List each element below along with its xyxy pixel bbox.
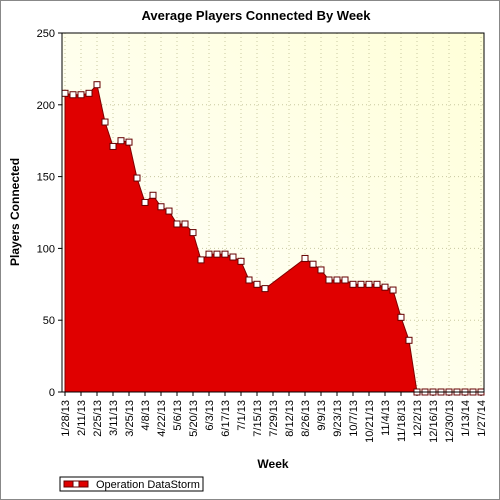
- x-tick-label: 12/2/13: [412, 400, 424, 437]
- marker: [213, 250, 221, 258]
- marker: [205, 250, 213, 258]
- x-tick-label: 2/25/13: [92, 400, 104, 437]
- legend-box: [59, 476, 204, 492]
- x-tick-label: 7/15/13: [252, 400, 264, 437]
- x-tick-label: 8/12/13: [284, 400, 296, 437]
- y-tick-label: 200: [37, 100, 55, 112]
- x-tick-label: 1/28/13: [60, 400, 72, 437]
- marker: [117, 137, 125, 145]
- x-tick-label: 9/23/13: [332, 400, 344, 437]
- marker: [373, 280, 381, 288]
- marker: [325, 276, 333, 284]
- legend-label: Operation DataStorm: [96, 479, 200, 491]
- marker: [85, 89, 93, 97]
- y-tick-label: 50: [43, 315, 55, 327]
- y-tick-label: 250: [37, 28, 55, 40]
- marker: [109, 142, 117, 150]
- x-tick-label: 9/9/13: [316, 400, 328, 431]
- x-tick-label: 6/17/13: [220, 400, 232, 437]
- marker: [69, 91, 77, 99]
- x-tick-label: 4/22/13: [156, 400, 168, 437]
- marker: [61, 89, 69, 97]
- x-tick-label: 4/8/13: [140, 400, 152, 431]
- marker: [357, 280, 365, 288]
- marker: [405, 336, 413, 344]
- chart-title: Average Players Connected By Week: [141, 8, 371, 23]
- y-tick-label: 100: [37, 243, 55, 255]
- marker: [181, 220, 189, 228]
- marker: [141, 198, 149, 206]
- marker: [133, 174, 141, 182]
- marker: [165, 207, 173, 215]
- marker: [125, 138, 133, 146]
- x-tick-label: 11/18/13: [396, 400, 408, 442]
- marker: [93, 81, 101, 89]
- marker: [261, 285, 269, 293]
- x-tick-label: 5/20/13: [188, 400, 200, 437]
- x-tick-label: 2/11/13: [76, 400, 88, 436]
- x-tick-label: 3/11/13: [108, 400, 120, 436]
- marker: [237, 257, 245, 265]
- x-tick-label: 5/6/13: [172, 400, 184, 431]
- marker: [221, 250, 229, 258]
- marker: [189, 229, 197, 237]
- marker: [229, 253, 237, 261]
- y-tick-label: 0: [49, 387, 55, 399]
- x-tick-label: 7/1/13: [236, 400, 248, 431]
- marker: [77, 91, 85, 99]
- marker: [397, 313, 405, 321]
- y-tick-label: 150: [37, 172, 55, 184]
- marker: [349, 280, 357, 288]
- marker: [197, 256, 205, 264]
- marker: [317, 266, 325, 274]
- x-tick-label: 12/30/13: [444, 400, 456, 443]
- plot-border: [61, 32, 485, 393]
- marker: [173, 220, 181, 228]
- x-tick-label: 3/25/13: [124, 400, 136, 437]
- marker: [381, 283, 389, 291]
- legend-marker: [72, 480, 80, 488]
- x-axis-title: Week: [257, 457, 288, 471]
- x-tick-label: 7/29/13: [268, 400, 280, 437]
- x-tick-label: 12/16/13: [428, 400, 440, 443]
- marker: [389, 286, 397, 294]
- marker: [149, 191, 157, 199]
- legend: Operation DataStorm: [59, 476, 204, 492]
- marker: [365, 280, 373, 288]
- marker: [245, 276, 253, 284]
- marker: [253, 280, 261, 288]
- marker: [157, 203, 165, 211]
- marker: [101, 118, 109, 126]
- x-tick-label: 8/26/13: [300, 400, 312, 437]
- x-tick-label: 1/13/14: [460, 400, 472, 437]
- marker: [309, 260, 317, 268]
- x-tick-label: 11/4/13: [380, 400, 392, 436]
- x-tick-label: 1/27/14: [476, 400, 488, 437]
- marker: [333, 276, 341, 284]
- y-axis-title: Players Connected: [8, 158, 22, 266]
- x-tick-label: 10/7/13: [348, 400, 360, 437]
- marker: [341, 276, 349, 284]
- x-tick-label: 6/3/13: [204, 400, 216, 431]
- marker: [301, 254, 309, 262]
- x-tick-label: 10/21/13: [364, 400, 376, 443]
